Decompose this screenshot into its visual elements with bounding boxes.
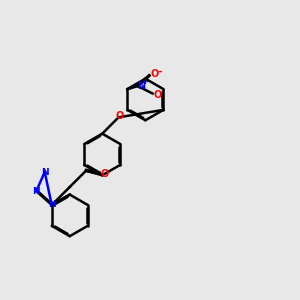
Text: O: O [116,111,124,121]
Text: N: N [48,200,56,209]
Text: +: + [141,77,148,86]
Text: -: - [158,66,162,76]
Text: O: O [154,90,162,100]
Text: O: O [151,69,159,79]
Text: N: N [137,81,146,91]
Text: O: O [100,169,109,179]
Text: N: N [41,168,49,177]
Text: N: N [32,187,40,196]
